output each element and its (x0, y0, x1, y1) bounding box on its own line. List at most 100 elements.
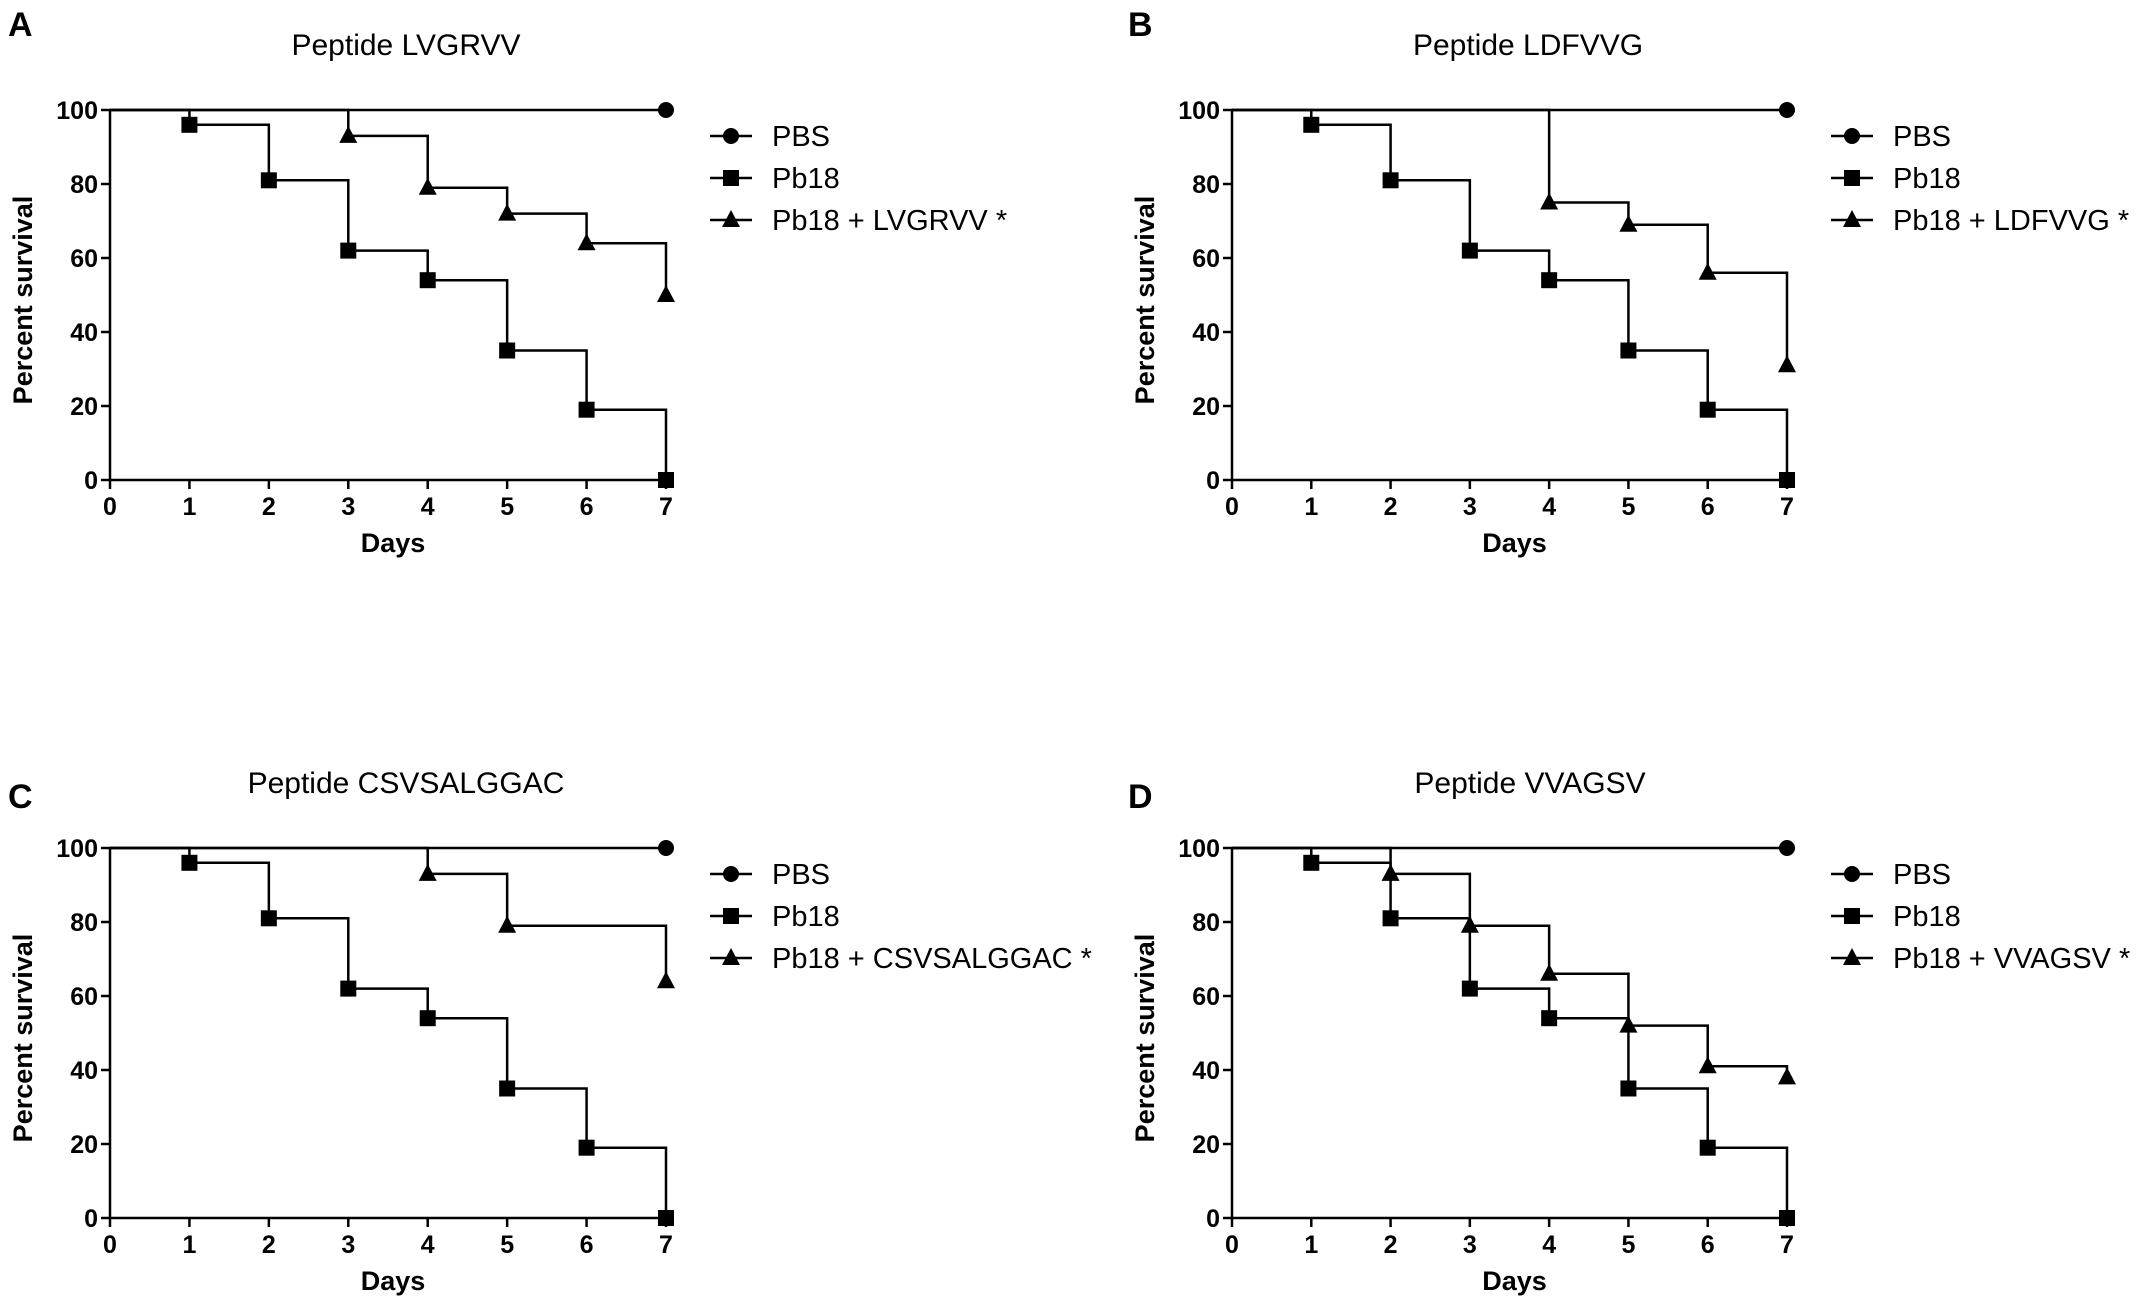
x-axis-label: Days (361, 528, 426, 558)
data-point (658, 102, 674, 118)
x-tick-label: 0 (1225, 493, 1239, 521)
data-point (1461, 980, 1478, 997)
x-tick-label: 3 (1463, 493, 1477, 521)
series-triangle (1232, 108, 1796, 373)
panel-letter: D (1128, 778, 1153, 816)
panel-letter: A (8, 6, 33, 44)
x-tick-label: 3 (341, 493, 355, 521)
y-tick-label: 0 (84, 1205, 98, 1233)
x-tick-label: 7 (659, 493, 673, 521)
data-point (1540, 963, 1559, 981)
data-point (260, 910, 277, 927)
y-tick-label: 80 (1192, 909, 1220, 937)
x-tick-label: 7 (659, 1231, 673, 1259)
legend-label: Pb18 (1893, 163, 1961, 195)
data-point (657, 285, 675, 302)
x-tick-label: 4 (1542, 1231, 1556, 1259)
x-tick-label: 4 (421, 1231, 435, 1259)
legend-label: Pb18 (1893, 901, 1961, 933)
x-tick-label: 6 (580, 493, 594, 521)
panel-letter: C (8, 778, 33, 816)
data-point (578, 1139, 595, 1156)
y-axis-label: Percent survival (1130, 934, 1160, 1143)
legend-marker (1843, 210, 1861, 227)
chart-title: Peptide CSVSALGGAC (248, 767, 565, 800)
y-tick-label: 0 (1206, 1205, 1220, 1233)
x-tick-label: 5 (500, 1231, 514, 1259)
data-point (577, 233, 596, 251)
chart-title: Peptide LDFVVG (1413, 29, 1643, 62)
data-point (499, 342, 516, 359)
survival-step-line (110, 846, 668, 982)
data-point (1303, 116, 1320, 133)
y-tick-label: 100 (1178, 97, 1220, 125)
series-triangle (110, 108, 675, 302)
data-point (1778, 1067, 1796, 1085)
x-tick-label: 2 (262, 1231, 276, 1259)
data-point (1540, 192, 1559, 210)
series-square (110, 108, 674, 488)
y-tick-label: 60 (1192, 245, 1220, 273)
legend-item: PBS (1831, 859, 1951, 891)
data-point (1779, 472, 1795, 488)
data-point (1382, 910, 1399, 927)
legend-marker (1843, 948, 1861, 965)
y-tick-label: 20 (1192, 393, 1220, 421)
legend-label: Pb18 (772, 163, 840, 195)
x-axis-label: Days (361, 1266, 426, 1296)
legend-marker (1844, 908, 1860, 924)
legend-item: PBS (710, 121, 830, 153)
survival-step-line (1232, 846, 1789, 1078)
legend-marker (722, 210, 740, 227)
data-point (1541, 272, 1558, 289)
chart-title: Peptide LVGRVV (291, 29, 520, 62)
x-tick-label: 1 (182, 493, 196, 521)
legend-label: PBS (1893, 859, 1951, 891)
legend-marker (722, 948, 740, 965)
x-tick-label: 2 (1384, 493, 1398, 521)
legend-marker (723, 128, 739, 144)
panel-b: B Peptide LDFVVG 0 1 2 3 4 5 6 7 0 20 40 60 80 100 Days P… (1128, 6, 2129, 558)
legend-label: PBS (1893, 121, 1951, 153)
legend-item: PBS (710, 859, 830, 891)
data-point (181, 854, 198, 871)
data-point (1619, 214, 1638, 232)
y-tick-label: 40 (70, 319, 98, 347)
legend-marker (723, 866, 739, 882)
data-point (260, 172, 277, 189)
data-point (498, 915, 517, 933)
x-tick-label: 5 (1621, 493, 1635, 521)
data-point (419, 1010, 436, 1027)
data-point (1460, 915, 1479, 933)
x-tick-label: 3 (1463, 1231, 1477, 1259)
x-tick-label: 6 (580, 1231, 594, 1259)
legend-label: Pb18 + LDFVVG * (1893, 205, 2129, 237)
legend-marker (723, 908, 739, 924)
y-tick-label: 80 (70, 909, 98, 937)
x-tick-label: 6 (1701, 1231, 1715, 1259)
legend-marker (1844, 866, 1860, 882)
data-point (1382, 172, 1399, 189)
series-square (110, 846, 674, 1226)
data-point (1620, 342, 1637, 359)
legend-item: Pb18 + CSVSALGGAC * (710, 943, 1092, 975)
x-tick-label: 7 (1780, 493, 1794, 521)
legend-item: Pb18 (710, 901, 840, 933)
series-square (1232, 846, 1795, 1226)
y-tick-label: 60 (70, 245, 98, 273)
data-point (498, 203, 517, 221)
survival-step-line (1232, 108, 1789, 480)
data-point (418, 177, 437, 195)
x-tick-label: 4 (1542, 493, 1556, 521)
survival-step-line (1232, 846, 1789, 1218)
legend-marker (1844, 170, 1860, 186)
data-point (1699, 1139, 1716, 1156)
data-point (1779, 1210, 1795, 1226)
survival-step-line (1232, 108, 1789, 366)
panel-letter: B (1128, 6, 1153, 44)
legend-label: Pb18 (772, 901, 840, 933)
panel-d: D Peptide VVAGSV 0 1 2 3 4 5 6 7 0 20 40 60 80 100 Days P… (1128, 767, 2130, 1296)
data-point (1381, 863, 1400, 881)
survival-step-line (110, 846, 668, 1218)
y-tick-label: 60 (1192, 983, 1220, 1011)
